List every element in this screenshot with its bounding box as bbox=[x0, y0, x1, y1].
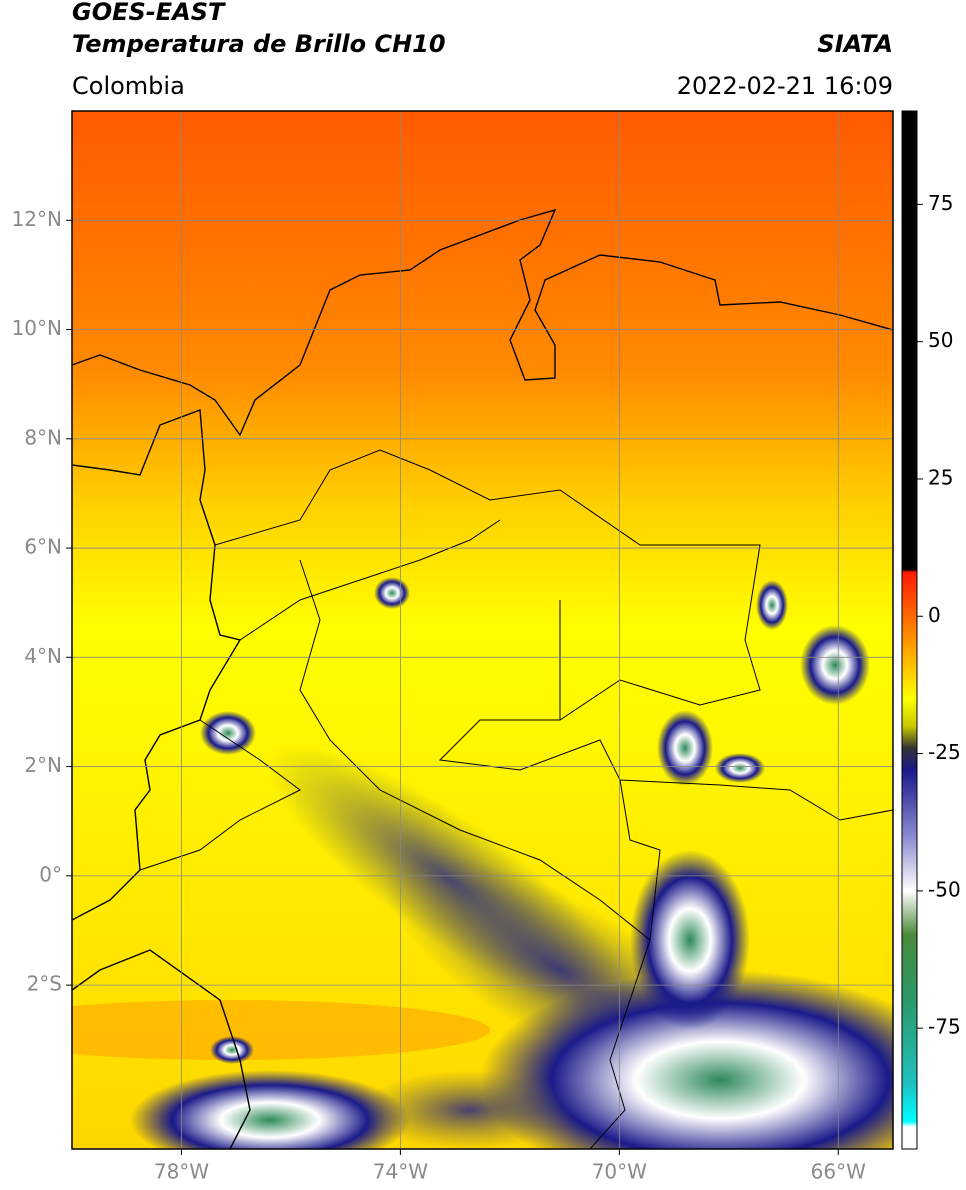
y-tick-label: 0° bbox=[39, 862, 62, 886]
y-tick-label: 2°S bbox=[27, 972, 62, 996]
cloud bbox=[360, 1070, 580, 1149]
graticule bbox=[72, 111, 893, 1149]
y-tick-label: 10°N bbox=[12, 316, 62, 340]
x-tick-label: 78°W bbox=[154, 1160, 209, 1184]
borders bbox=[139, 449, 893, 1149]
colorbar-tick-label: 75 bbox=[928, 191, 953, 215]
y-tick-label: 2°N bbox=[24, 753, 62, 777]
colorbar-tick-label: 0 bbox=[928, 603, 941, 627]
map-image bbox=[72, 111, 893, 1149]
y-tick-label: 8°N bbox=[24, 425, 62, 449]
cloud bbox=[657, 710, 713, 786]
colorbar-tick-label: 25 bbox=[928, 465, 953, 489]
cloud bbox=[480, 970, 893, 1149]
colorbar-tick-label: 50 bbox=[928, 328, 953, 352]
y-tick-label: 4°N bbox=[24, 644, 62, 668]
x-tick-label: 74°W bbox=[373, 1160, 428, 1184]
cloud bbox=[630, 850, 750, 1030]
datetime: 2022-02-21 16:09 bbox=[677, 72, 893, 100]
satellite: GOES-EAST bbox=[72, 0, 226, 26]
colorbar bbox=[901, 110, 918, 1150]
map-axes: 78°W 74°W 70°W 66°W 12°N 10°N 8°N 6°N 4°N 2°N 0° 2°… bbox=[12, 207, 867, 1184]
map-frame bbox=[71, 110, 894, 1150]
warm-area bbox=[72, 1000, 490, 1060]
product: Temperatura de Brillo CH10 bbox=[72, 30, 446, 58]
cloud bbox=[756, 580, 788, 630]
colorbar-tick-label: -25 bbox=[928, 740, 961, 764]
y-tick-label: 6°N bbox=[24, 535, 62, 559]
y-tick-label: 12°N bbox=[12, 207, 62, 231]
region: Colombia bbox=[72, 72, 185, 100]
x-tick-label: 66°W bbox=[811, 1160, 866, 1184]
x-tick-label: 70°W bbox=[592, 1160, 647, 1184]
cloud bbox=[715, 753, 765, 783]
cloud bbox=[374, 577, 410, 609]
cloud bbox=[210, 1036, 254, 1064]
colorbar-tick-label: -50 bbox=[928, 877, 961, 901]
cloud bbox=[800, 625, 870, 705]
colorbar-tick-label: -75 bbox=[928, 1015, 961, 1039]
colorbar-ticks: 75 50 25 0 -25 -50 -75 bbox=[917, 191, 961, 1039]
cloud bbox=[130, 1070, 410, 1149]
cloud bbox=[200, 711, 256, 755]
source: SIATA bbox=[817, 30, 893, 58]
